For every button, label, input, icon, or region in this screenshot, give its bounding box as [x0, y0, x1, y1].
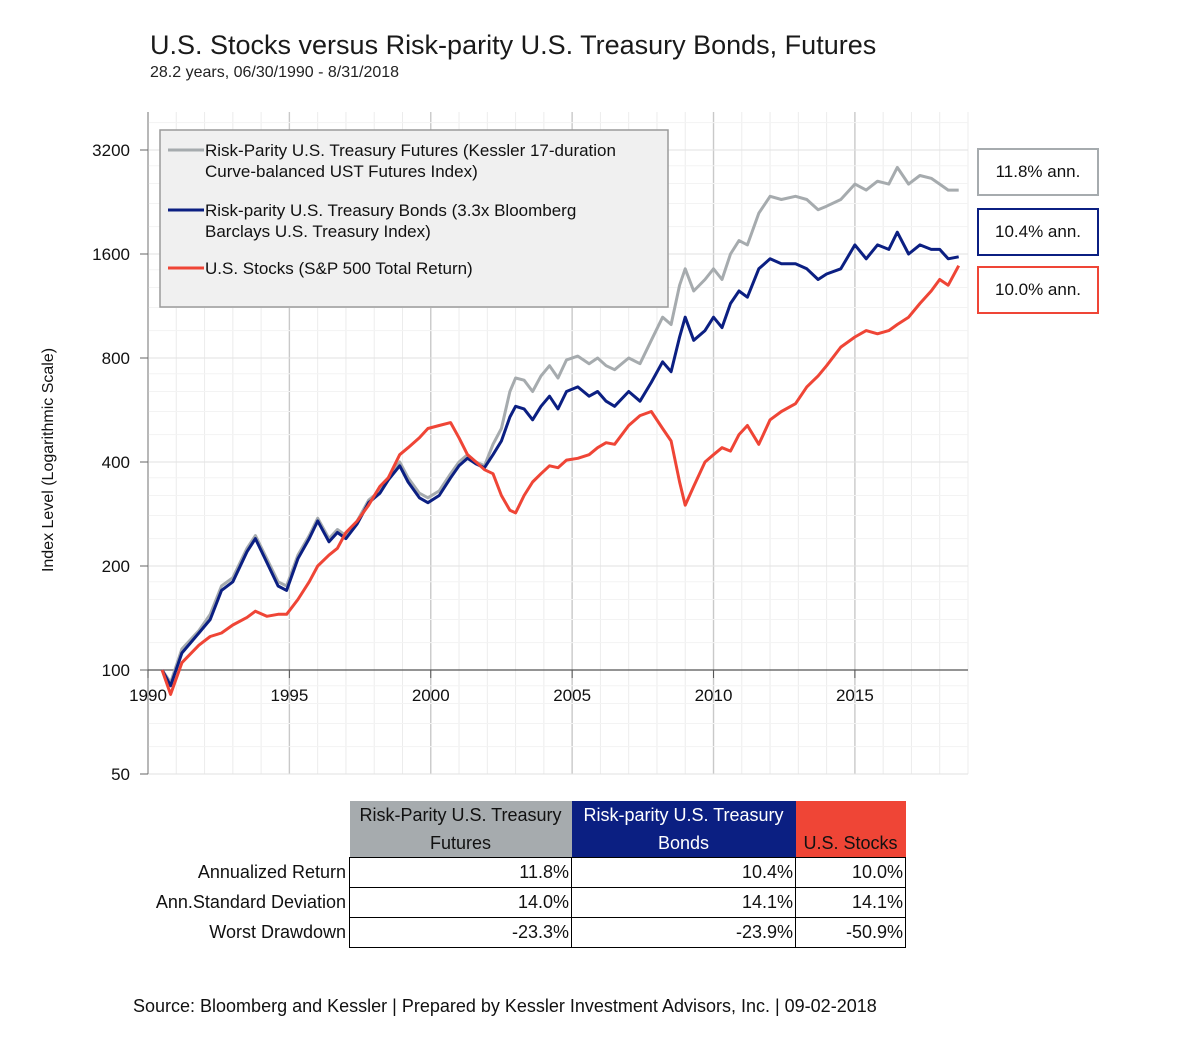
y-tick-label: 800: [102, 349, 130, 368]
stocks-line: [160, 264, 961, 696]
y-axis-label: Index Level (Logarithmic Scale): [40, 348, 57, 572]
chart-title: U.S. Stocks versus Risk-parity U.S. Trea…: [150, 30, 877, 60]
y-tick-label: 200: [102, 557, 130, 576]
row-label: Worst Drawdown: [209, 922, 346, 942]
y-tick-label: 1600: [92, 245, 130, 264]
y-tick-label: 3200: [92, 141, 130, 160]
stocks-legend-label: U.S. Stocks (S&P 500 Total Return): [205, 259, 473, 278]
header-futures: Risk-Parity U.S. Treasury Futures: [349, 801, 572, 858]
table-cell: 14.1%: [795, 887, 906, 918]
table-cell: 10.0%: [795, 857, 906, 888]
x-tick-label: 1995: [270, 686, 308, 705]
table-corner: [144, 801, 350, 858]
bonds-line: [160, 230, 959, 688]
table-cell: 14.0%: [349, 887, 572, 918]
table-cell: 14.1%: [571, 887, 796, 918]
x-tick-label: 2005: [553, 686, 591, 705]
table-header-row: Risk-Parity U.S. Treasury Futures Risk-p…: [144, 801, 906, 858]
chart-subtitle: 28.2 years, 06/30/1990 - 8/31/2018: [150, 64, 400, 81]
y-tick-label: 100: [102, 661, 130, 680]
x-tick-label: 2015: [836, 686, 874, 705]
legend-box: [159, 129, 669, 308]
x-tick-label: 2000: [412, 686, 450, 705]
table-cell: 10.4%: [571, 857, 796, 888]
x-tick-label: 1990: [129, 686, 167, 705]
row-label: Annualized Return: [197, 862, 346, 882]
futures-legend-label: Curve-balanced UST Futures Index): [205, 162, 478, 181]
series-lines: [160, 165, 961, 696]
table-cell: -23.3%: [349, 917, 572, 948]
table-row: Ann.Standard Deviation 14.0% 14.1% 14.1%: [144, 887, 906, 918]
x-tick-label: 2010: [695, 686, 733, 705]
futures-annualized-label: 11.8% ann.: [977, 148, 1099, 196]
y-tick-label: 400: [102, 453, 130, 472]
stats-table: Risk-Parity U.S. Treasury Futures Risk-p…: [144, 801, 906, 948]
table-cell: 11.8%: [349, 857, 572, 888]
header-stocks: U.S. Stocks: [795, 801, 906, 858]
table-cell: -50.9%: [795, 917, 906, 948]
y-tick-label: 50: [111, 765, 130, 784]
futures-legend-label: Risk-Parity U.S. Treasury Futures (Kessl…: [205, 141, 616, 160]
row-label: Ann.Standard Deviation: [155, 892, 346, 912]
header-bonds: Risk-parity U.S. Treasury Bonds: [571, 801, 796, 858]
axes: 50 100 200 400 800 1600 3200 1990 1995 2000 2005 20…: [92, 112, 968, 784]
bonds-annualized-label: 10.4% ann.: [977, 208, 1099, 256]
table-row: Worst Drawdown -23.3% -23.9% -50.9%: [144, 917, 906, 948]
source-note: Source: Bloomberg and Kessler | Prepared…: [133, 996, 877, 1016]
table-row: Annualized Return 11.8% 10.4% 10.0%: [144, 857, 906, 888]
table-cell: -23.9%: [571, 917, 796, 948]
bonds-legend-label: Risk-parity U.S. Treasury Bonds (3.3x Bl…: [205, 201, 576, 220]
legend: Risk-Parity U.S. Treasury Futures (Kessl…: [159, 129, 669, 308]
bonds-legend-label: Barclays U.S. Treasury Index): [205, 222, 431, 241]
stocks-annualized-label: 10.0% ann.: [977, 266, 1099, 314]
